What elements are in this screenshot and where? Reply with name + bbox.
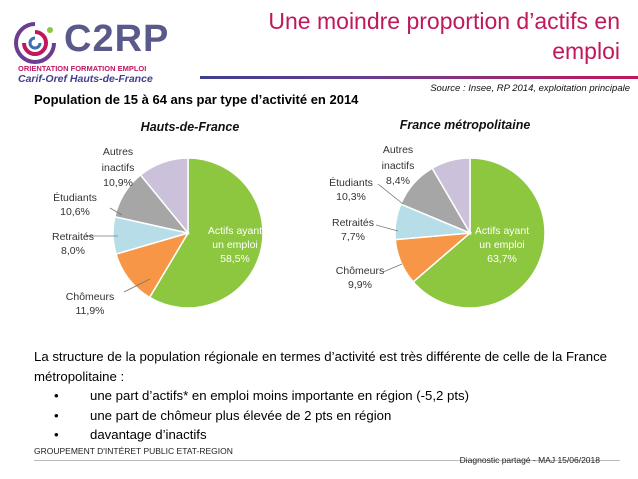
label-hdf-retraites-name: Retraités bbox=[51, 231, 94, 243]
logo: C2RP ORIENTATION FORMATION EMPLOI Carif-… bbox=[10, 14, 195, 86]
label-leader-line bbox=[377, 183, 404, 205]
label-hdf-retraites: Retraités 8,0% bbox=[38, 230, 108, 258]
title-divider bbox=[200, 76, 638, 79]
label-fr-inactifs-value: 8,4% bbox=[386, 175, 410, 187]
label-hdf-chomeurs: Chômeurs 11,9% bbox=[55, 290, 125, 318]
logo-line1: ORIENTATION FORMATION EMPLOI bbox=[18, 64, 147, 73]
label-hdf-retraites-value: 8,0% bbox=[61, 245, 85, 257]
body-text: La structure de la population régionale … bbox=[34, 347, 624, 445]
label-fr-etudiants: Étudiants 10,3% bbox=[316, 176, 386, 204]
label-hdf-inactifs-value: 10,9% bbox=[103, 177, 133, 189]
bullet-dot-icon: • bbox=[54, 427, 59, 442]
slide-title: Une moindre proportion d’actifs en emplo… bbox=[268, 8, 620, 64]
label-fr-chomeurs: Chômeurs 9,9% bbox=[325, 264, 395, 292]
label-hdf-inactifs-name: Autres inactifs bbox=[101, 146, 135, 174]
label-fr-actifs-value: 63,7% bbox=[487, 253, 517, 265]
chart-subtitle: Population de 15 à 64 ans par type d’act… bbox=[34, 92, 359, 107]
label-hdf-chomeurs-name: Chômeurs bbox=[65, 291, 115, 303]
label-hdf-actifs: Actifs ayant un emploi 58,5% bbox=[205, 224, 265, 266]
bullet-text: davantage d’inactifs bbox=[90, 427, 207, 442]
label-leader-line bbox=[109, 207, 123, 216]
chart-title-hdf: Hauts-de-France bbox=[140, 120, 240, 134]
label-hdf-etudiants: Étudiants 10,6% bbox=[40, 191, 110, 219]
source-note: Source : Insee, RP 2014, exploitation pr… bbox=[430, 83, 630, 94]
pie-slice-hdf-inactifs bbox=[139, 157, 189, 236]
bullet-item: • davantage d’inactifs bbox=[54, 425, 624, 445]
label-fr-etudiants-value: 10,3% bbox=[336, 191, 366, 203]
bullet-text: une part d’actifs* en emploi moins impor… bbox=[90, 388, 469, 403]
label-fr-chomeurs-name: Chômeurs bbox=[335, 265, 385, 277]
label-hdf-actifs-name: Actifs ayant un emploi bbox=[207, 225, 263, 251]
chart-title-france: France métropolitaine bbox=[399, 118, 531, 132]
bullet-dot-icon: • bbox=[54, 388, 59, 403]
label-fr-retraites-name: Retraités bbox=[331, 217, 374, 229]
logo-brand: C2RP bbox=[64, 18, 170, 60]
bullet-item: • une part d’actifs* en emploi moins imp… bbox=[54, 386, 624, 406]
pie-slice-fr-inactifs bbox=[431, 157, 471, 236]
label-hdf-inactifs: Autres inactifs 10,9% bbox=[88, 144, 148, 190]
pie-slice-hdf-actifs bbox=[148, 157, 264, 309]
label-fr-actifs: Actifs ayant un emploi 63,7% bbox=[472, 224, 532, 266]
bullet-dot-icon: • bbox=[54, 407, 59, 423]
pie-charts bbox=[86, 157, 546, 309]
label-fr-actifs-name: Actifs ayant un emploi bbox=[474, 225, 530, 251]
footer-date: Diagnostic partagé - MAJ 15/06/2018 bbox=[459, 455, 600, 465]
label-fr-retraites-value: 7,7% bbox=[341, 231, 365, 243]
pie-slice-fr-actifs bbox=[412, 157, 546, 309]
label-leader-line bbox=[382, 263, 403, 273]
label-leader-line bbox=[375, 224, 399, 232]
bullet-item: • une part de chômeur plus élevée de 2 p… bbox=[54, 406, 624, 426]
c2rp-swirl-icon bbox=[14, 22, 56, 64]
label-fr-chomeurs-value: 9,9% bbox=[348, 279, 372, 291]
label-leader-line bbox=[123, 278, 151, 293]
footer-organisation: GROUPEMENT D'INTÉRET PUBLIC ETAT-REGION bbox=[34, 446, 233, 456]
label-hdf-etudiants-value: 10,6% bbox=[60, 206, 90, 218]
logo-line2: Carif-Oref Hauts-de-France bbox=[18, 73, 153, 85]
label-hdf-etudiants-name: Étudiants bbox=[53, 192, 97, 204]
label-fr-inactifs-name: Autres inactifs bbox=[381, 144, 415, 172]
label-hdf-chomeurs-value: 11,9% bbox=[75, 305, 105, 317]
label-fr-inactifs: Autres inactifs 8,4% bbox=[368, 142, 428, 188]
footer-divider bbox=[34, 460, 620, 461]
label-hdf-actifs-value: 58,5% bbox=[220, 253, 250, 265]
bullet-text: une part de chômeur plus élevée de 2 pts… bbox=[90, 407, 392, 423]
body-intro: La structure de la population régionale … bbox=[34, 349, 608, 384]
label-fr-etudiants-name: Étudiants bbox=[329, 177, 373, 189]
label-fr-retraites: Retraités 7,7% bbox=[318, 216, 388, 244]
